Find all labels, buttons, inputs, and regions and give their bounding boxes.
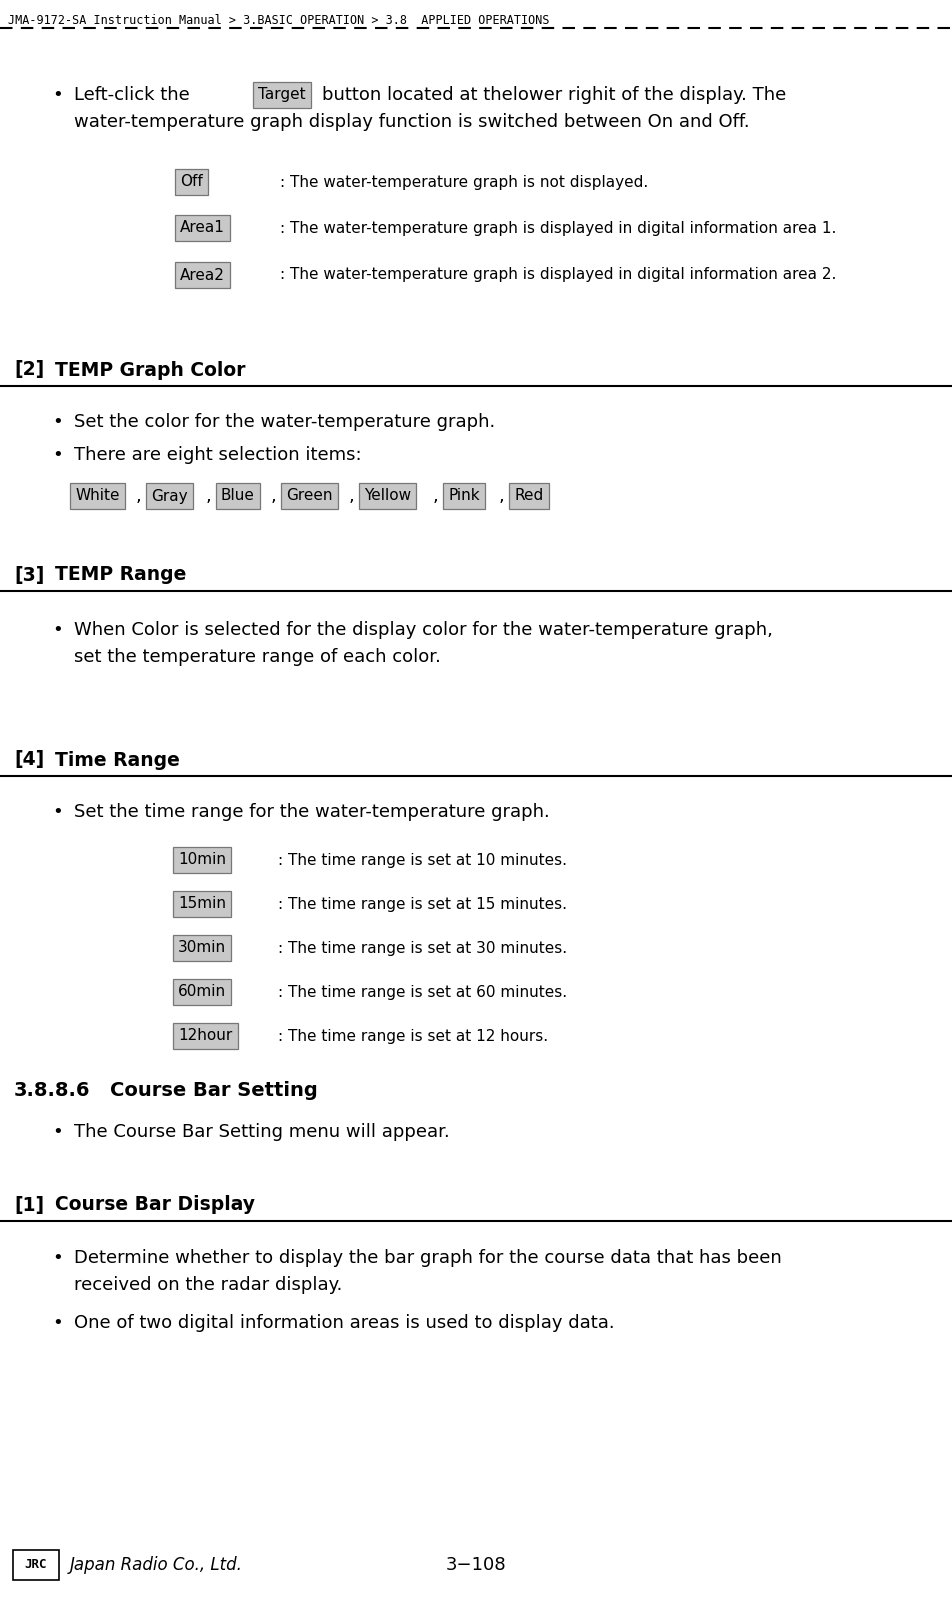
Text: [4]: [4] xyxy=(14,750,44,770)
Text: Determine whether to display the bar graph for the course data that has been: Determine whether to display the bar gra… xyxy=(74,1249,782,1267)
Text: TEMP Graph Color: TEMP Graph Color xyxy=(55,361,246,379)
Text: Japan Radio Co., Ltd.: Japan Radio Co., Ltd. xyxy=(70,1555,243,1575)
Text: Pink: Pink xyxy=(448,489,480,504)
Text: [1]: [1] xyxy=(14,1196,44,1215)
Text: ,: , xyxy=(136,488,142,505)
Text: The Course Bar Setting menu will appear.: The Course Bar Setting menu will appear. xyxy=(74,1123,449,1140)
Text: JMA-9172-SA Instruction Manual > 3.BASIC OPERATION > 3.8  APPLIED OPERATIONS: JMA-9172-SA Instruction Manual > 3.BASIC… xyxy=(8,15,549,28)
Text: When Color is selected for the display color for the water-temperature graph,: When Color is selected for the display c… xyxy=(74,620,773,638)
Text: Blue: Blue xyxy=(221,489,255,504)
Text: Area2: Area2 xyxy=(180,267,225,282)
Text: [2]: [2] xyxy=(14,361,44,379)
Text: : The time range is set at 10 minutes.: : The time range is set at 10 minutes. xyxy=(278,852,567,867)
Text: Time Range: Time Range xyxy=(55,750,180,770)
Text: : The time range is set at 30 minutes.: : The time range is set at 30 minutes. xyxy=(278,941,567,956)
Text: 10min: 10min xyxy=(178,852,226,867)
Text: Red: Red xyxy=(514,489,544,504)
Text: : The time range is set at 12 hours.: : The time range is set at 12 hours. xyxy=(278,1029,548,1043)
Text: : The time range is set at 60 minutes.: : The time range is set at 60 minutes. xyxy=(278,985,567,1000)
Text: •: • xyxy=(52,413,63,431)
Text: White: White xyxy=(75,489,120,504)
Text: [3]: [3] xyxy=(14,565,45,585)
Text: : The water-temperature graph is displayed in digital information area 2.: : The water-temperature graph is display… xyxy=(280,267,837,282)
Text: : The water-temperature graph is not displayed.: : The water-temperature graph is not dis… xyxy=(280,175,648,190)
Text: ,: , xyxy=(206,488,211,505)
Text: button located at thelower righit of the display. The: button located at thelower righit of the… xyxy=(322,86,786,104)
Text: •: • xyxy=(52,1123,63,1140)
Text: set the temperature range of each color.: set the temperature range of each color. xyxy=(74,648,441,666)
Text: : The time range is set at 15 minutes.: : The time range is set at 15 minutes. xyxy=(278,896,567,912)
Text: •: • xyxy=(52,1314,63,1332)
Text: •: • xyxy=(52,620,63,638)
Text: Area1: Area1 xyxy=(180,220,225,235)
Text: Course Bar Setting: Course Bar Setting xyxy=(110,1081,318,1100)
Text: 12hour: 12hour xyxy=(178,1029,232,1043)
Text: Green: Green xyxy=(286,489,332,504)
Text: Gray: Gray xyxy=(151,489,188,504)
Text: received on the radar display.: received on the radar display. xyxy=(74,1277,343,1294)
Text: ,: , xyxy=(433,488,439,505)
Text: Set the time range for the water-temperature graph.: Set the time range for the water-tempera… xyxy=(74,804,549,821)
Text: There are eight selection items:: There are eight selection items: xyxy=(74,446,362,463)
Text: Target: Target xyxy=(258,87,306,102)
Text: 60min: 60min xyxy=(178,985,227,1000)
Text: 3−108: 3−108 xyxy=(446,1555,506,1575)
Text: •: • xyxy=(52,86,63,104)
Text: 30min: 30min xyxy=(178,941,227,956)
Text: JRC: JRC xyxy=(25,1558,48,1571)
Text: Yellow: Yellow xyxy=(364,489,411,504)
Text: ,: , xyxy=(271,488,277,505)
Text: 3.8.8.6: 3.8.8.6 xyxy=(14,1081,90,1100)
Text: One of two digital information areas is used to display data.: One of two digital information areas is … xyxy=(74,1314,615,1332)
Text: •: • xyxy=(52,804,63,821)
Text: Set the color for the water-temperature graph.: Set the color for the water-temperature … xyxy=(74,413,495,431)
Text: Course Bar Display: Course Bar Display xyxy=(55,1196,255,1215)
Text: : The water-temperature graph is displayed in digital information area 1.: : The water-temperature graph is display… xyxy=(280,220,837,235)
Text: ,: , xyxy=(349,488,355,505)
Text: ,: , xyxy=(499,488,505,505)
FancyBboxPatch shape xyxy=(13,1550,59,1580)
Text: 15min: 15min xyxy=(178,896,226,912)
Text: TEMP Range: TEMP Range xyxy=(55,565,187,585)
Text: Left-click the: Left-click the xyxy=(74,86,189,104)
Text: Off: Off xyxy=(180,175,203,190)
Text: •: • xyxy=(52,446,63,463)
Text: •: • xyxy=(52,1249,63,1267)
Text: water-temperature graph display function is switched between On and Off.: water-temperature graph display function… xyxy=(74,113,749,131)
